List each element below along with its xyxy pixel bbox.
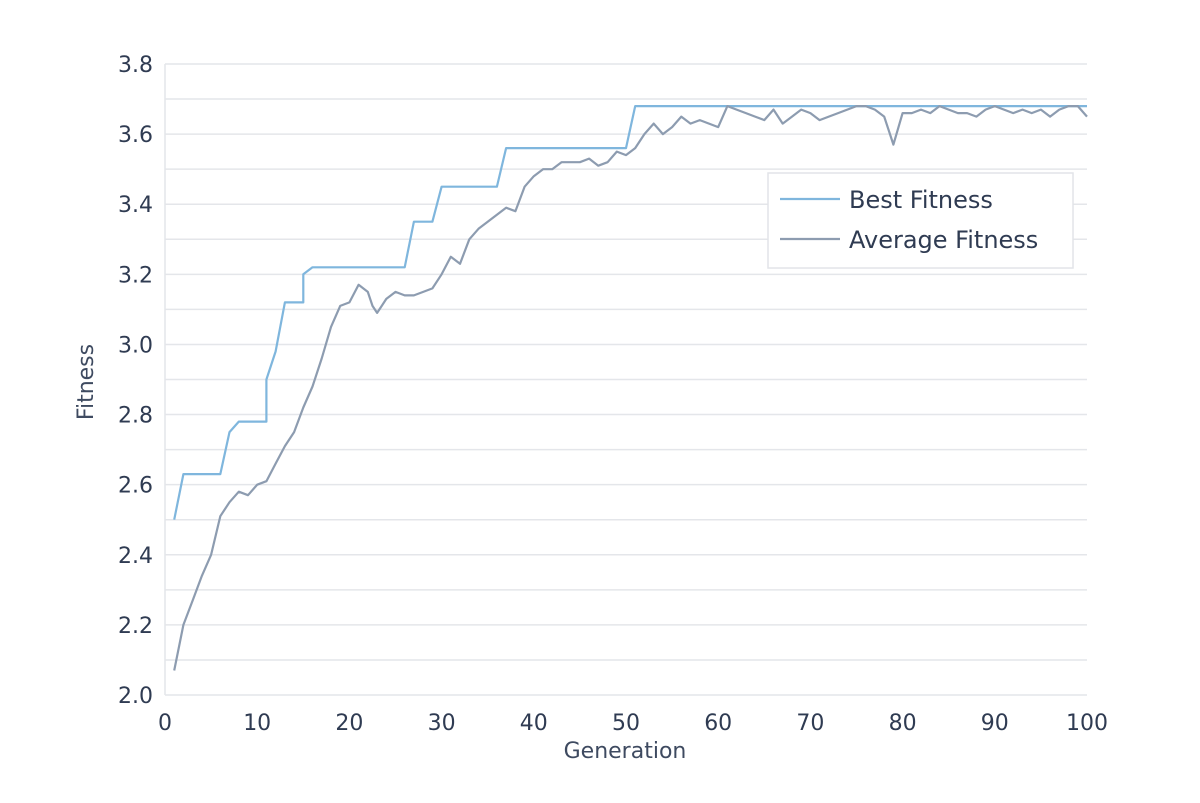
y-tick-label: 3.0	[118, 333, 153, 358]
legend-box	[767, 172, 1074, 269]
y-tick-label: 2.6	[118, 474, 153, 499]
x-tick-label: 60	[704, 711, 732, 736]
series-lines	[173, 104, 1088, 671]
y-axis-ticks: 2.0 2.2 2.4 2.6 2.8 3.0 3.2 3.4 3.6 3.8	[118, 53, 153, 709]
legend: Best Fitness Average Fitness	[767, 172, 1074, 269]
x-tick-label: 20	[335, 711, 363, 736]
y-axis-title: Fitness	[74, 344, 99, 420]
series-line-average-fitness	[173, 104, 1088, 671]
y-tick-label: 2.0	[118, 684, 153, 709]
x-tick-label: 30	[428, 711, 456, 736]
x-axis-ticks: 0 10 20 30 40 50 60 70 80 90 100	[158, 711, 1108, 736]
x-tick-label: 90	[981, 711, 1009, 736]
y-tick-label: 2.8	[118, 404, 153, 429]
x-tick-label: 50	[612, 711, 640, 736]
x-tick-label: 40	[520, 711, 548, 736]
x-tick-label: 70	[796, 711, 824, 736]
x-tick-label: 100	[1066, 711, 1108, 736]
x-axis-title: Generation	[564, 739, 687, 764]
y-tick-label: 3.2	[118, 263, 153, 288]
y-tick-label: 3.4	[118, 193, 153, 218]
y-tick-label: 2.2	[118, 614, 153, 639]
legend-label-average-fitness: Average Fitness	[849, 226, 1038, 254]
x-tick-label: 80	[889, 711, 917, 736]
y-tick-label: 3.6	[118, 123, 153, 148]
x-tick-label: 0	[158, 711, 172, 736]
x-tick-label: 10	[243, 711, 271, 736]
y-tick-label: 2.4	[118, 544, 153, 569]
series-line-best-fitness	[173, 104, 1087, 520]
y-tick-label: 3.8	[118, 53, 153, 78]
legend-label-best-fitness: Best Fitness	[849, 186, 993, 214]
